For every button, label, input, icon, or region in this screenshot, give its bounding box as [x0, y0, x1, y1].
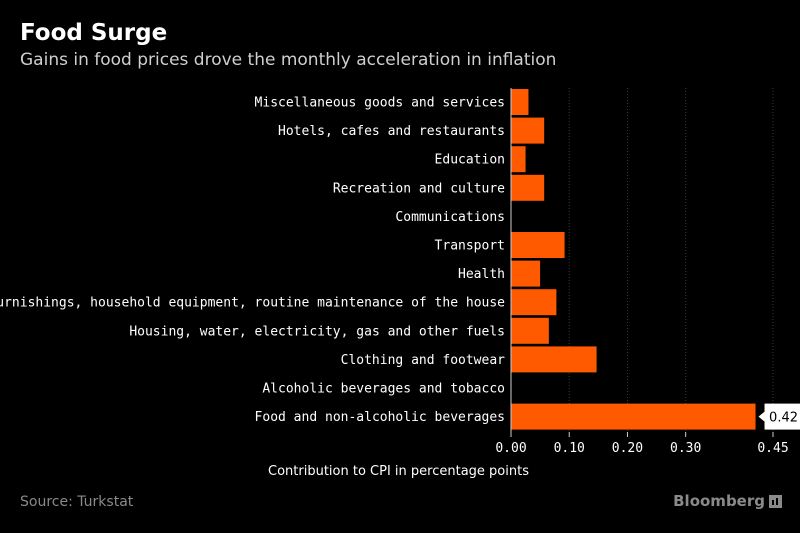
- bar: [511, 89, 529, 115]
- bar: [511, 346, 597, 373]
- category-label: Health: [458, 267, 505, 282]
- source-note: Source: Turkstat: [20, 494, 134, 510]
- category-label: Furnishings, household equipment, routin…: [0, 296, 505, 311]
- bar: [511, 260, 541, 287]
- category-label: Communications: [395, 210, 505, 225]
- x-axis-label: Contribution to CPI in percentage points: [268, 464, 529, 479]
- category-label: Housing, water, electricity, gas and oth…: [129, 324, 505, 339]
- category-label: Education: [435, 153, 505, 168]
- chart-title: Food Surge: [20, 20, 168, 46]
- bar: [511, 117, 545, 144]
- category-label: Recreation and culture: [333, 181, 505, 196]
- brand-name: Bloomberg: [673, 492, 765, 510]
- brand-logo: Bloomberg: [673, 492, 782, 510]
- category-label: Hotels, cafes and restaurants: [278, 124, 505, 139]
- tick-label: 0.20: [612, 441, 643, 456]
- bar: [511, 232, 565, 258]
- bar: [511, 174, 545, 201]
- tick-label: 0.30: [670, 441, 701, 456]
- bar: [511, 146, 526, 173]
- chart-logo-icon: [769, 494, 782, 508]
- bar: [511, 317, 549, 344]
- bar: [511, 289, 557, 316]
- tick-label: 0.45: [757, 441, 788, 456]
- chart-subtitle: Gains in food prices drove the monthly a…: [20, 50, 557, 70]
- category-label: Miscellaneous goods and services: [255, 96, 505, 111]
- callout-pointer: [758, 411, 765, 422]
- tick-label: 0.00: [495, 441, 526, 456]
- callout-box: [764, 403, 800, 430]
- category-label: Alcoholic beverages and tobacco: [262, 382, 505, 397]
- category-label: Transport: [435, 239, 505, 254]
- tick-label: 0.10: [554, 441, 585, 456]
- value-label: 0.42: [769, 411, 798, 426]
- bar: [511, 403, 756, 430]
- category-label: Food and non-alcoholic beverages: [255, 410, 505, 425]
- category-label: Clothing and footwear: [341, 353, 506, 368]
